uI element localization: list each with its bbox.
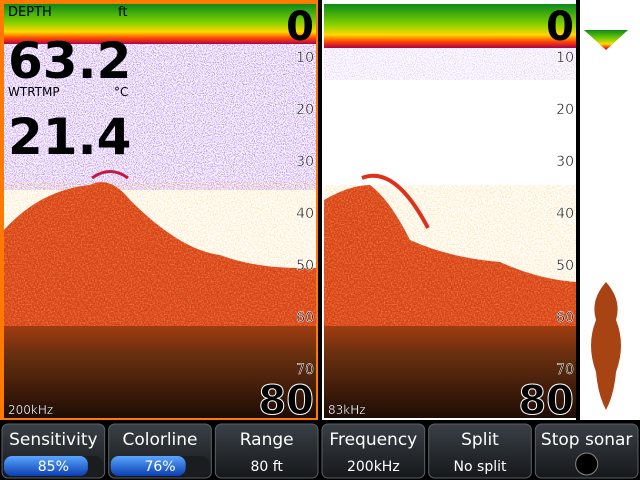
depth-value: 63.2	[8, 32, 131, 90]
slider-fill	[110, 456, 186, 476]
depth-tick-label: 30	[296, 154, 314, 170]
key-value: 200kHz	[347, 459, 400, 475]
slider-value: 76%	[144, 459, 175, 475]
depth-scales: 01020304050607080200kHz01020304050607080…	[8, 4, 575, 425]
key-label: Frequency	[329, 430, 417, 450]
depth-tick-label: 60	[296, 310, 314, 326]
soft-key[interactable]: Stop sonar	[534, 423, 639, 479]
clutter	[4, 40, 316, 190]
depth-tick-label: 40	[296, 206, 314, 222]
key-value: No split	[454, 459, 507, 475]
depth-tick-label: 60	[556, 310, 574, 326]
depth-tick-label: 70	[556, 362, 574, 378]
soft-key[interactable]: Split No split	[428, 423, 532, 479]
key-label: Split	[461, 430, 499, 450]
fish-texture	[324, 185, 578, 330]
depth-tick-label: 70	[296, 362, 314, 378]
frequency-label: 200kHz	[8, 403, 53, 417]
bottom	[324, 326, 578, 418]
key-label: Range	[240, 430, 294, 450]
slider-fill	[4, 456, 88, 476]
soft-key[interactable]: Colorline 76%	[108, 423, 212, 479]
left-panel[interactable]: DEPTH ft 63.2 WTRTMP °C 21.4	[0, 0, 320, 422]
fish-arch	[91, 170, 129, 180]
depth-tick-label: 10	[556, 50, 574, 66]
surface-band	[324, 4, 578, 48]
key-value: 80 ft	[250, 459, 283, 475]
range-bottom: 80	[518, 378, 574, 424]
key-background	[534, 423, 639, 479]
a-scope-bottom	[591, 282, 621, 410]
key-label: Stop sonar	[541, 430, 633, 450]
key-background	[321, 423, 426, 479]
depth-tick-label: 20	[296, 102, 314, 118]
slider-value: 85%	[38, 459, 69, 475]
range-top: 0	[286, 4, 314, 50]
temp-unit: °C	[114, 85, 128, 99]
soft-key[interactable]: Frequency 200kHz	[321, 423, 426, 479]
depth-tick-label: 30	[556, 154, 574, 170]
depth-label: DEPTH	[8, 5, 52, 20]
frequency-label: 83kHz	[328, 403, 366, 417]
right-panel[interactable]	[322, 0, 640, 420]
fish-texture	[4, 182, 316, 330]
depth-tick-label: 50	[556, 258, 574, 274]
bottom	[4, 326, 316, 418]
soft-key[interactable]: Sensitivity 85%	[1, 423, 106, 479]
key-label: Sensitivity	[9, 430, 98, 450]
depth-tick-label: 20	[556, 102, 574, 118]
range-top: 0	[546, 4, 574, 50]
temp-label: WTRTMP	[8, 85, 60, 99]
depth-tick-label: 40	[556, 206, 574, 222]
button-bar	[0, 420, 640, 480]
key-label: Colorline	[122, 430, 197, 450]
split-divider	[318, 0, 322, 420]
fish-arch	[361, 173, 430, 229]
temp-value: 21.4	[8, 108, 131, 166]
depth-tick-label: 50	[296, 258, 314, 274]
depth-unit: ft	[118, 5, 127, 20]
stop-icon	[575, 452, 599, 476]
soft-keys: Sensitivity 85% Colorline 76% Range 80 ft Freq…	[1, 423, 639, 479]
key-background	[428, 423, 532, 479]
range-bottom: 80	[258, 378, 314, 424]
key-background	[214, 423, 319, 479]
a-scope-surface	[584, 30, 628, 50]
depth-tick-label: 10	[296, 50, 314, 66]
soft-key[interactable]: Range 80 ft	[214, 423, 319, 479]
divider	[576, 0, 580, 420]
surface-band	[4, 4, 316, 44]
